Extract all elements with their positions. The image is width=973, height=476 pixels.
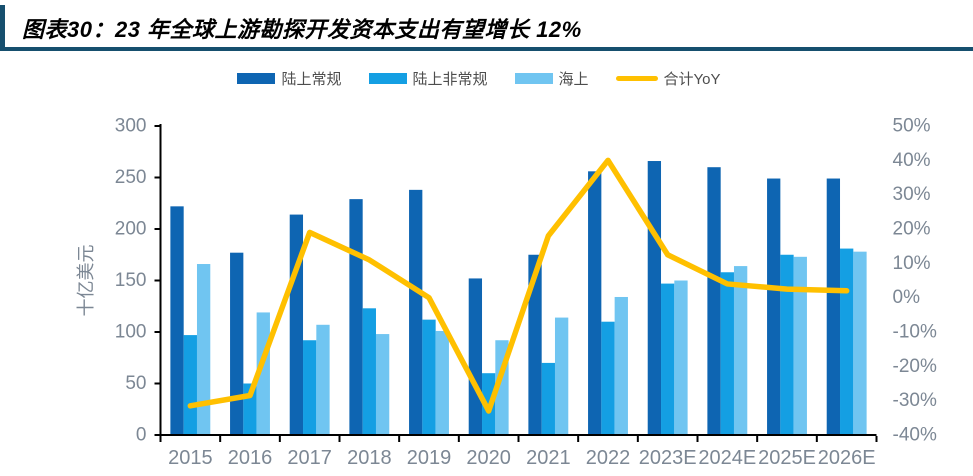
x-axis-category-label: 2022 xyxy=(586,447,631,469)
bar-陆上非常规-2018 xyxy=(362,308,376,435)
legend-swatch-light-blue-icon xyxy=(514,73,553,84)
y2-axis-tick-label: -20% xyxy=(893,356,937,377)
y-axis-tick-label: 200 xyxy=(115,219,147,240)
bar-陆上常规-2024E xyxy=(707,167,721,435)
legend-label: 陆上常规 xyxy=(281,71,342,88)
bar-海上-2025E xyxy=(793,256,807,435)
bar-海上-2018 xyxy=(375,334,390,435)
bar-海上-2026E xyxy=(853,251,867,435)
y2-axis-tick-label: 50% xyxy=(893,116,931,137)
bar-陆上非常规-2021 xyxy=(541,362,555,435)
y2-axis-tick-label: 0% xyxy=(893,287,921,308)
legend-swatch-dark-blue-icon xyxy=(237,73,276,84)
x-axis-category-label: 2017 xyxy=(287,447,332,469)
x-axis-category-label: 2018 xyxy=(347,447,392,469)
bar-海上-2019 xyxy=(435,330,449,435)
bar-陆上常规-2017 xyxy=(289,214,304,435)
bar-陆上非常规-2017 xyxy=(303,340,317,435)
legend-item-onshore-unconventional: 陆上非常规 xyxy=(368,68,488,89)
bar-陆上常规-2018 xyxy=(349,199,363,435)
x-axis-category-label: 2016 xyxy=(228,447,273,469)
bar-陆上非常规-2015 xyxy=(183,335,197,435)
bar-海上-2023E xyxy=(674,280,688,435)
y2-axis-tick-label: 40% xyxy=(893,150,931,171)
bar-海上-2024E xyxy=(733,266,748,435)
x-axis-category-label: 2025E xyxy=(758,447,816,469)
bar-陆上非常规-2026E xyxy=(840,248,854,435)
bar-陆上非常规-2023E xyxy=(661,283,675,435)
legend-item-onshore-conventional: 陆上常规 xyxy=(237,68,342,89)
legend-label: 合计YoY xyxy=(663,71,721,88)
y-axis-tick-label: 0 xyxy=(136,425,147,446)
bar-陆上非常规-2025E xyxy=(780,254,794,435)
caption-accent-bar xyxy=(0,5,5,50)
y2-axis-tick-label: 10% xyxy=(893,253,931,274)
bar-陆上非常规-2022 xyxy=(601,321,615,435)
x-axis-category-label: 2020 xyxy=(466,447,511,469)
y-axis-tick-label: 150 xyxy=(115,270,147,291)
x-axis-category-label: 2019 xyxy=(407,447,452,469)
bar-陆上常规-2025E xyxy=(767,178,781,435)
bar-陆上常规-2016 xyxy=(230,252,244,435)
x-axis-category-label: 2024E xyxy=(698,447,756,469)
chart-legend: 陆上常规 陆上非常规 海上 合计YoY xyxy=(0,68,958,89)
legend-label: 海上 xyxy=(558,71,589,88)
y2-axis-tick-label: 30% xyxy=(893,184,931,205)
bar-陆上常规-2021 xyxy=(528,254,542,435)
bar-海上-2022 xyxy=(614,296,628,435)
bar-陆上非常规-2019 xyxy=(422,319,436,435)
y2-axis-tick-label: -30% xyxy=(893,390,937,411)
x-axis-category-label: 2026E xyxy=(818,447,876,469)
y2-axis-tick-label: -10% xyxy=(893,322,937,343)
legend-label: 陆上非常规 xyxy=(412,71,488,88)
caption-underline xyxy=(0,47,973,51)
bar-陆上非常规-2024E xyxy=(720,272,734,435)
legend-line-swatch-yellow-icon xyxy=(615,76,658,81)
y2-axis-tick-label: 20% xyxy=(893,219,931,240)
legend-item-total-yoy: 合计YoY xyxy=(615,68,721,89)
bar-陆上常规-2019 xyxy=(409,189,423,435)
x-axis-category-label: 2023E xyxy=(639,447,697,469)
bar-海上-2017 xyxy=(316,324,330,435)
x-axis-category-label: 2015 xyxy=(168,447,213,469)
bar-海上-2021 xyxy=(554,317,569,435)
bar-海上-2015 xyxy=(196,264,211,435)
legend-item-offshore: 海上 xyxy=(514,68,589,89)
y-axis-tick-label: 50 xyxy=(125,373,146,394)
y-axis-tick-label: 100 xyxy=(115,322,147,343)
legend-swatch-mid-blue-icon xyxy=(368,73,407,84)
bar-陆上常规-2022 xyxy=(588,171,602,435)
bar-陆上常规-2026E xyxy=(826,178,841,435)
y-axis-title: 十亿美元 xyxy=(76,245,96,317)
bar-陆上常规-2015 xyxy=(170,206,184,435)
y-axis-tick-label: 300 xyxy=(115,116,147,137)
x-axis-category-label: 2021 xyxy=(526,447,571,469)
total-yoy-line xyxy=(187,157,850,414)
figure-caption: 图表30：23 年全球上游勘探开发资本支出有望增长 12% xyxy=(22,17,582,42)
y2-axis-tick-label: -40% xyxy=(893,425,937,446)
y-axis-tick-label: 250 xyxy=(115,167,147,188)
bar-陆上常规-2023E xyxy=(647,161,662,435)
bar-陆上常规-2020 xyxy=(468,278,483,435)
figure-caption-row: 图表30：23 年全球上游勘探开发资本支出有望增长 12% xyxy=(0,0,973,51)
